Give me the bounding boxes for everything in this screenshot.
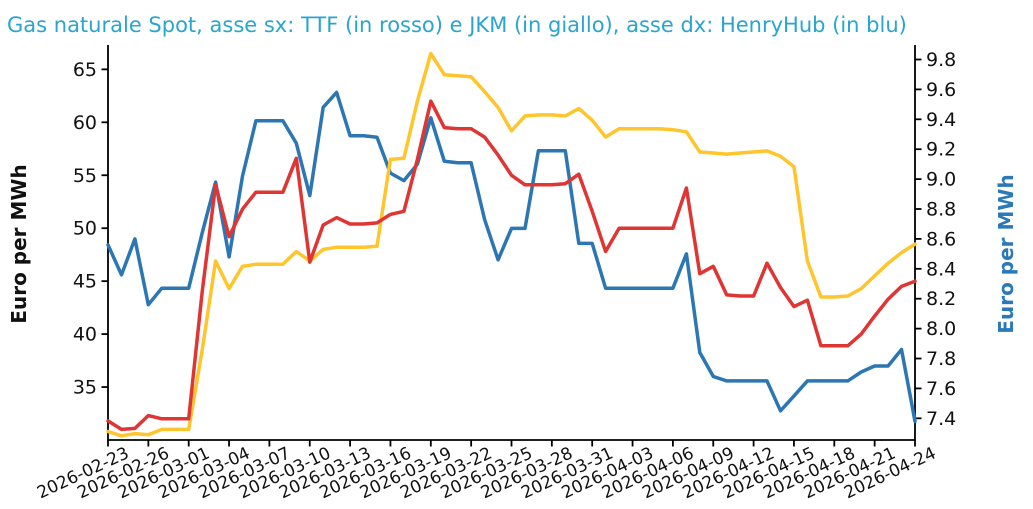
axis-spines [107, 45, 916, 441]
right-tick-label: 8.4 [926, 258, 956, 280]
chart-title: Gas naturale Spot, asse sx: TTF (in ross… [7, 13, 907, 37]
left-tick-label: 35 [73, 377, 97, 399]
ttf-line [106, 99, 917, 432]
right-tick-label: 9.0 [926, 169, 956, 191]
right-tick-label: 8.2 [926, 288, 956, 310]
left-tick-label: 45 [73, 271, 97, 293]
left-tick-label: 60 [73, 112, 97, 134]
right-tick-label: 8.8 [926, 199, 956, 221]
left-tick-label: 65 [73, 59, 97, 81]
left-tick-label: 55 [73, 165, 97, 187]
left-tick-label: 40 [73, 324, 97, 346]
right-tick-label: 9.6 [926, 79, 956, 101]
left-axis-label: Euro per MWh [7, 164, 31, 324]
right-tick-label: 8.6 [926, 228, 956, 250]
right-tick-label: 7.8 [926, 348, 956, 370]
right-tick-label: 9.2 [926, 139, 956, 161]
henryhub-line [106, 90, 917, 424]
left-tick-label: 50 [73, 218, 97, 240]
right-axis-label: Euro per MWh [994, 174, 1018, 334]
right-tick-label: 7.4 [926, 408, 956, 430]
right-tick-label: 9.8 [926, 49, 956, 71]
right-tick-label: 8.0 [926, 318, 956, 340]
jkm-line [106, 51, 917, 438]
right-tick-label: 7.6 [926, 378, 956, 400]
right-tick-label: 9.4 [926, 109, 956, 131]
